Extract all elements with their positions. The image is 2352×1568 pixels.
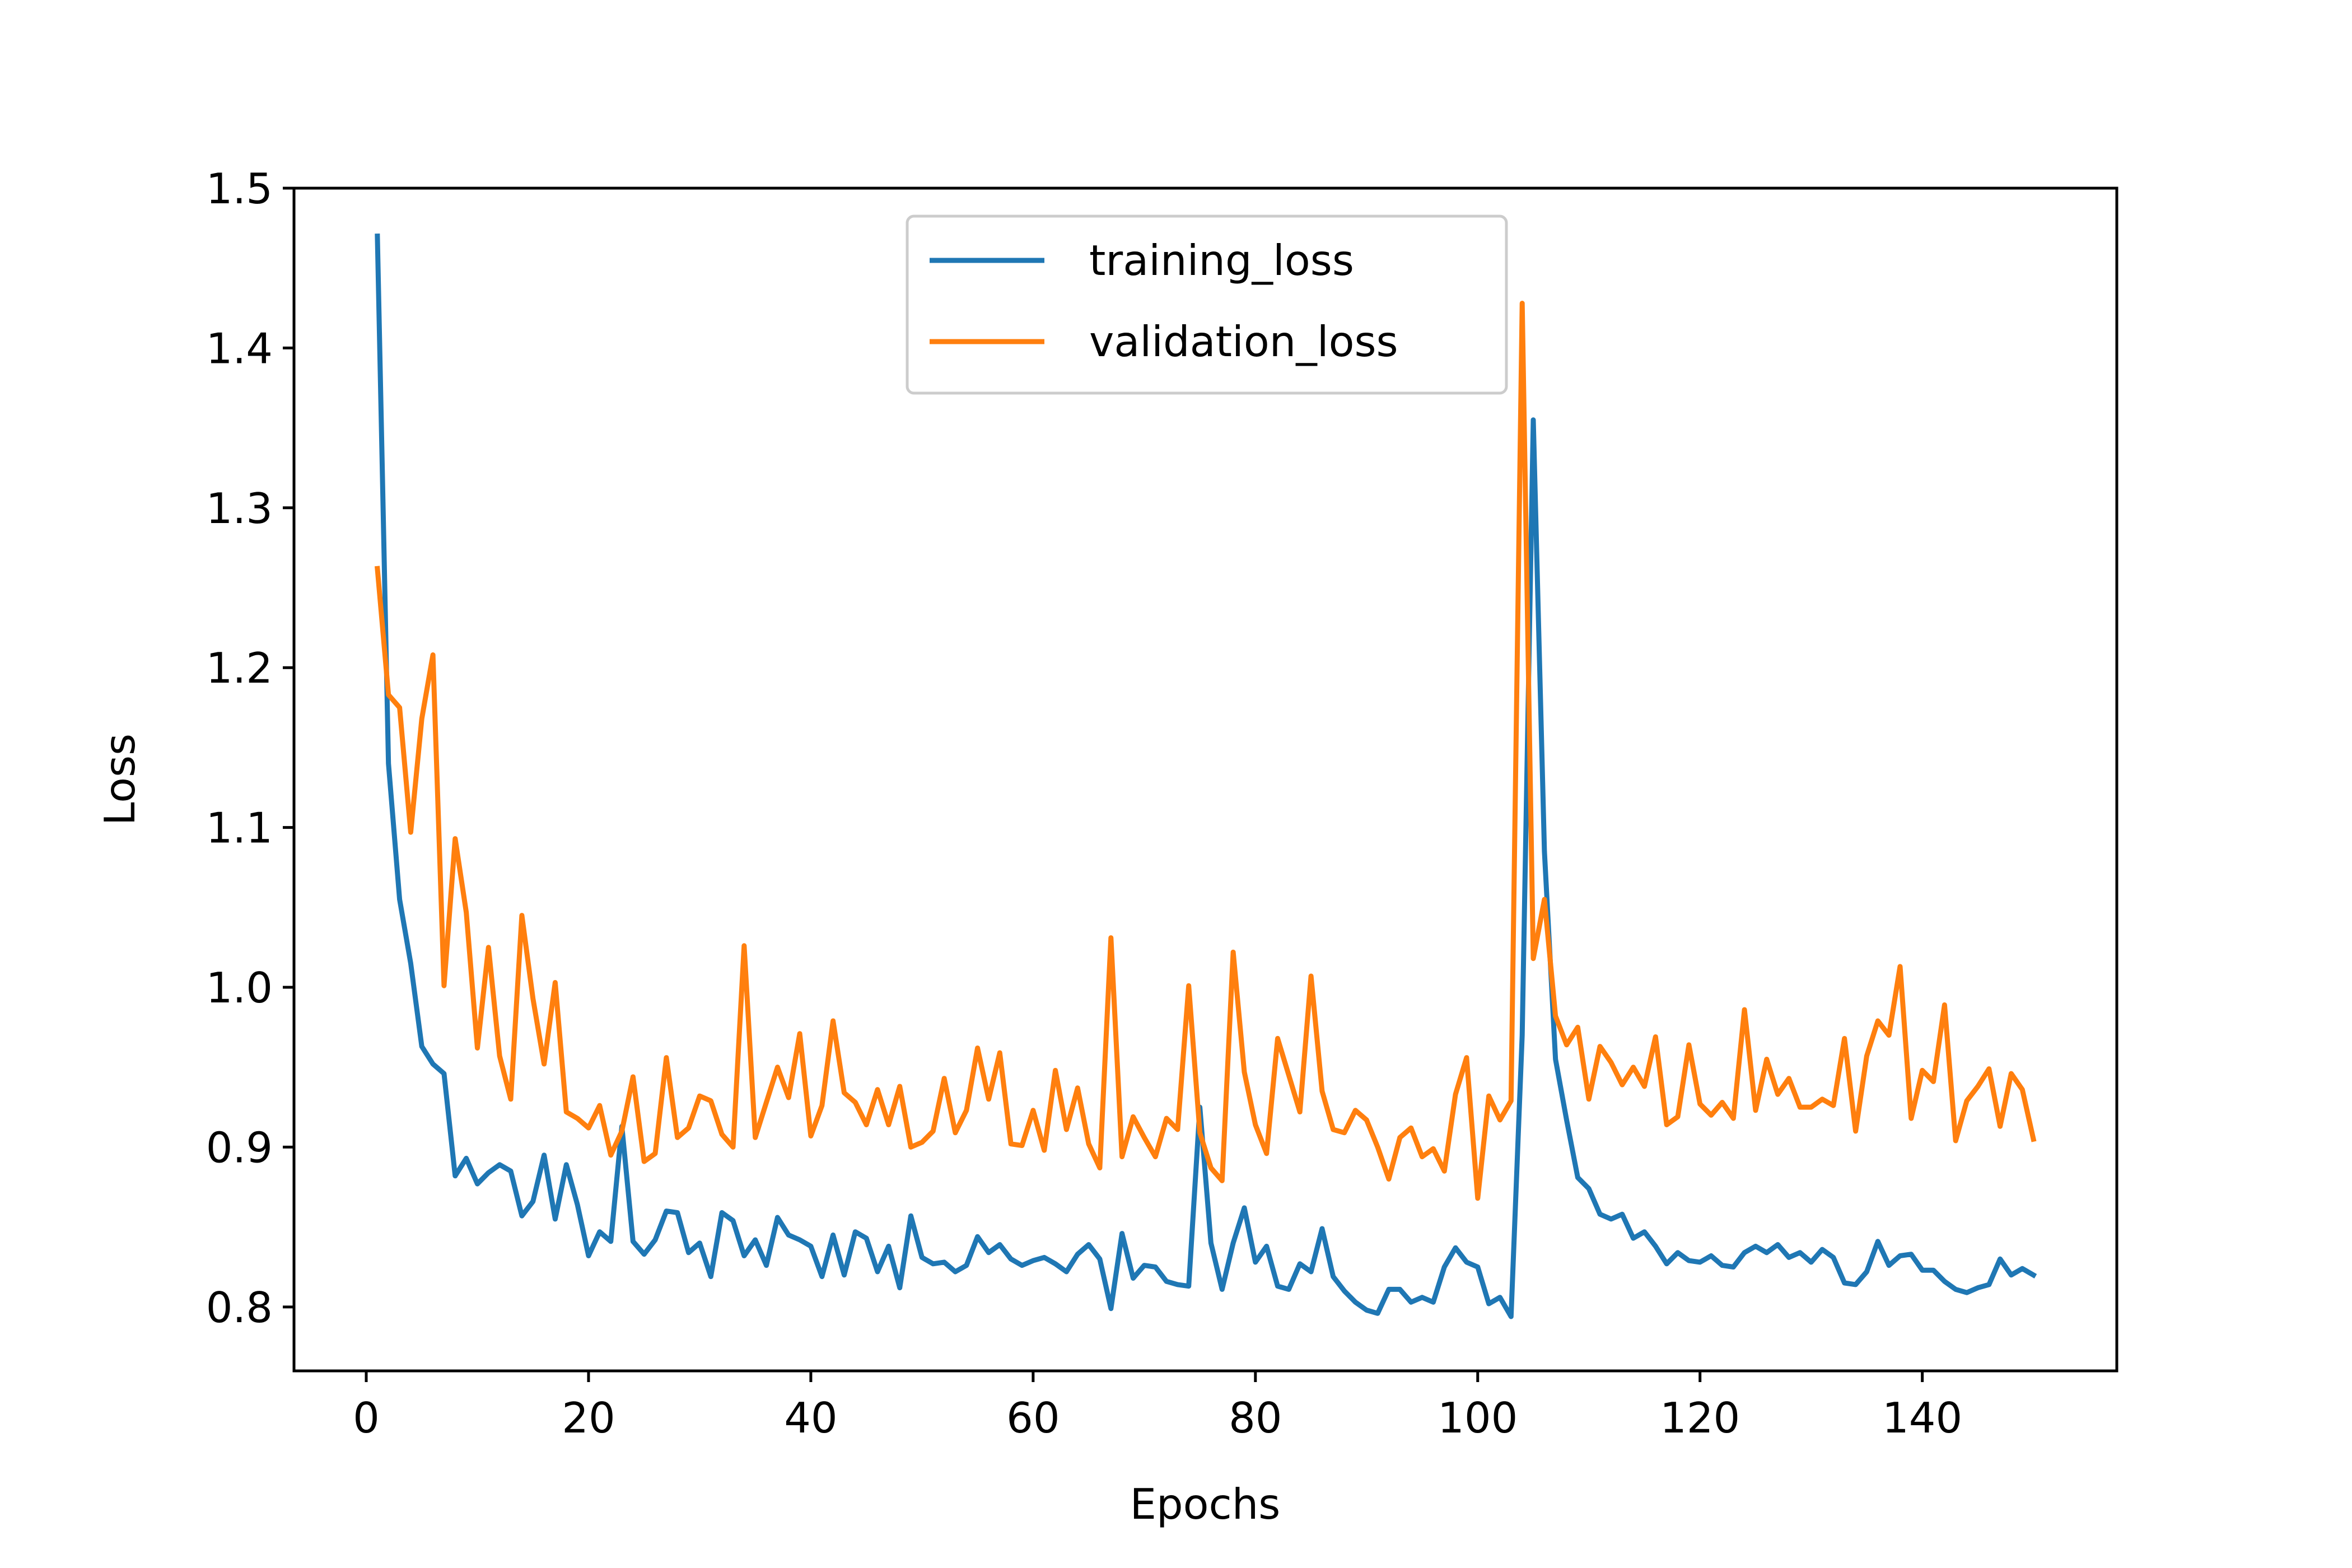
y-tick-label: 1.2: [206, 643, 273, 693]
y-tick-label: 0.9: [206, 1123, 273, 1172]
y-tick-label: 1.1: [206, 804, 273, 853]
y-axis: 0.8 0.9 1.0 1.1 1.2 1.3 1.4 1.5: [206, 164, 294, 1332]
x-axis-label: Epochs: [1130, 1480, 1281, 1529]
y-tick-label: 1.4: [206, 324, 273, 373]
x-tick-label: 120: [1660, 1393, 1740, 1443]
x-tick-label: 20: [562, 1393, 615, 1443]
series-layer: [375, 234, 2037, 1319]
plot-frame: [292, 186, 2118, 1373]
legend-label-validation-loss: validation_loss: [1089, 317, 1398, 366]
y-tick-label: 1.3: [206, 484, 273, 533]
x-tick-label: 100: [1438, 1393, 1518, 1443]
legend-label-training-loss: training_loss: [1089, 236, 1354, 285]
y-tick-label: 1.0: [206, 963, 273, 1012]
x-tick-label: 0: [353, 1393, 380, 1443]
x-tick-label: 40: [784, 1393, 837, 1443]
x-tick-label: 140: [1882, 1393, 1962, 1443]
y-axis-label: Loss: [95, 734, 144, 826]
x-tick-label: 60: [1006, 1393, 1060, 1443]
y-tick-label: 1.5: [206, 164, 273, 213]
y-tick-label: 0.8: [206, 1283, 273, 1332]
x-tick-label: 80: [1229, 1393, 1282, 1443]
series-line-training-loss: [375, 234, 2037, 1319]
series-line-validation-loss: [375, 301, 2037, 1201]
legend-frame: [906, 214, 1508, 395]
x-axis: 0 20 40 60 80 100 120 140: [353, 1371, 1962, 1443]
legend: training_loss validation_loss: [906, 214, 1508, 395]
